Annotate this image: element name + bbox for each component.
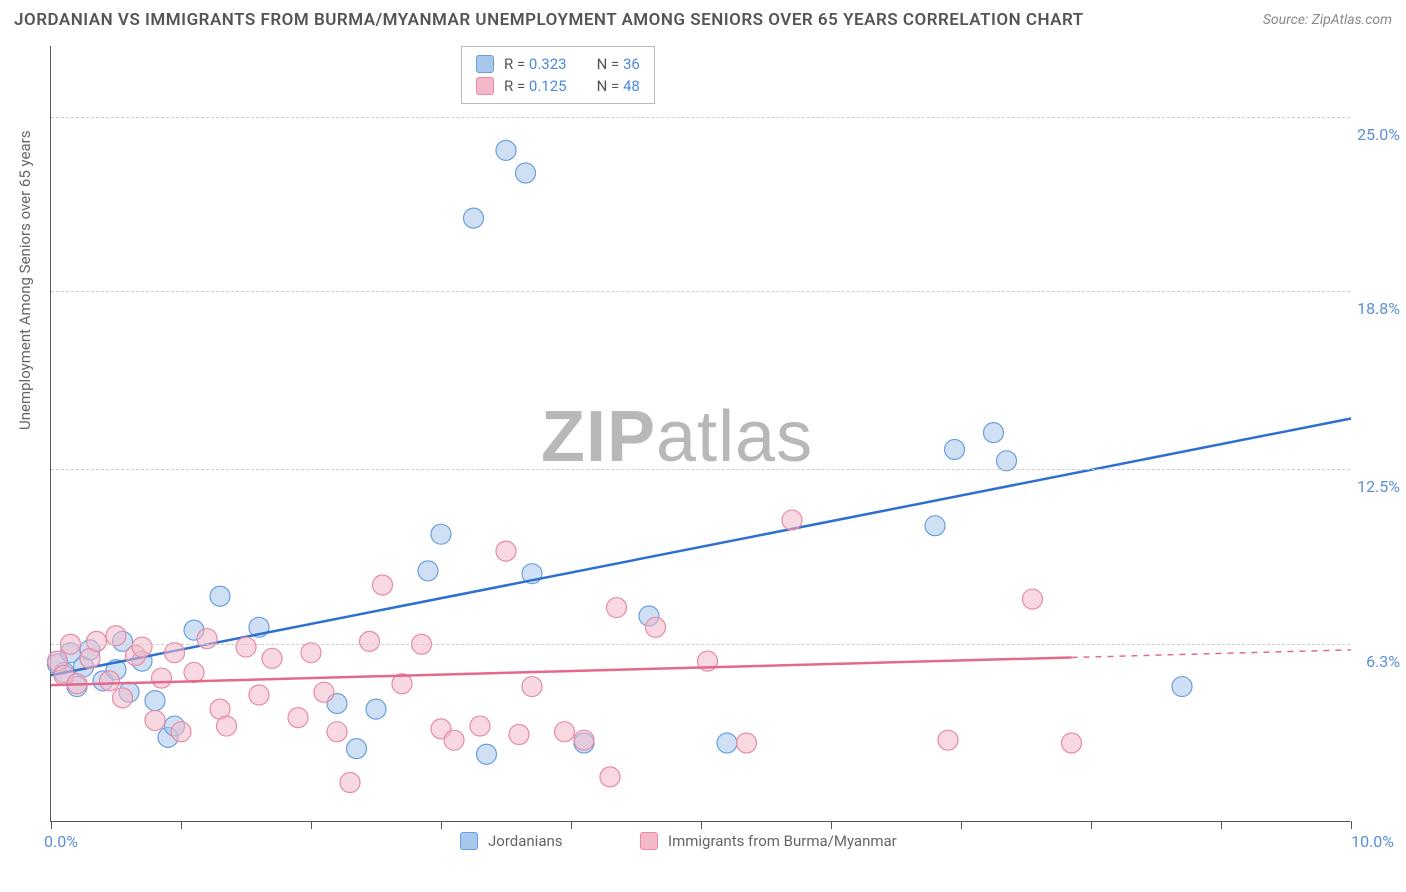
legend-row-jordanians: R = 0.323 N = 36 [476,53,640,75]
data-point [171,722,191,742]
data-point [347,739,367,759]
data-point [152,668,172,688]
r-value-jordanians: 0.323 [529,55,567,73]
data-point [87,631,107,651]
legend-row-burma: R = 0.125 N = 48 [476,75,640,97]
source-attribution: Source: ZipAtlas.com [1263,12,1392,28]
data-point [782,510,802,530]
data-point [1062,733,1082,753]
data-point [555,722,575,742]
data-point [1172,677,1192,697]
gridline [51,117,1350,118]
gridline [51,469,1350,470]
n-label: N = 36 [597,55,640,73]
data-point [132,637,152,657]
data-point [366,699,386,719]
data-point [925,516,945,536]
data-point [210,586,230,606]
y-tick-label: 6.3% [1366,652,1400,671]
data-point [340,772,360,792]
trend-line-dashed [1072,650,1352,658]
data-point [373,575,393,595]
swatch-burma [476,77,494,95]
data-point [997,451,1017,471]
r-label: R = 0.125 [504,77,567,95]
y-axis-label: Unemployment Among Seniors over 65 years [16,131,34,430]
x-tick [701,821,702,829]
x-axis-end-label: 10.0% [1351,832,1394,851]
data-point [236,637,256,657]
data-point [314,682,334,702]
data-point [444,730,464,750]
data-point [717,733,737,753]
gridline [51,291,1350,292]
legend-jordanians-label: Jordanians [488,832,563,850]
plot-area: ZIPatlas R = 0.323 N = 36 R = 0.125 N = … [50,46,1350,822]
data-point [113,688,133,708]
chart-title: JORDANIAN VS IMMIGRANTS FROM BURMA/MYANM… [14,10,1084,30]
x-axis-start-label: 0.0% [44,832,78,851]
x-tick [831,821,832,829]
data-point [165,643,185,663]
y-tick-label: 12.5% [1357,477,1400,496]
correlation-legend: R = 0.323 N = 36 R = 0.125 N = 48 [461,46,655,104]
data-point [145,710,165,730]
data-point [477,744,497,764]
x-tick [441,821,442,829]
n-value-jordanians: 36 [623,55,640,73]
r-label: R = 0.323 [504,55,567,73]
x-tick [181,821,182,829]
data-point [945,440,965,460]
data-point [249,685,269,705]
data-point [301,643,321,663]
data-point [184,662,204,682]
data-point [737,733,757,753]
data-point [938,730,958,750]
data-point [360,631,380,651]
data-point [470,716,490,736]
y-tick-label: 25.0% [1357,125,1400,144]
data-point [464,208,484,228]
n-label: N = 48 [597,77,640,95]
data-point [646,617,666,637]
data-point [1023,589,1043,609]
x-tick [51,821,52,829]
x-tick [1221,821,1222,829]
x-tick [961,821,962,829]
data-point [496,140,516,160]
data-point [522,677,542,697]
data-point [607,598,627,618]
data-point [327,722,347,742]
data-point [262,648,282,668]
data-point [574,730,594,750]
gridline [51,644,1350,645]
x-tick [1091,821,1092,829]
data-point [145,691,165,711]
x-tick [1351,821,1352,829]
legend-burma: Immigrants from Burma/Myanmar [640,832,897,850]
data-point [600,767,620,787]
data-point [431,524,451,544]
legend-burma-label: Immigrants from Burma/Myanmar [668,832,897,850]
data-point [516,163,536,183]
data-point [288,708,308,728]
r-value-burma: 0.125 [529,77,567,95]
data-point [217,716,237,736]
legend-jordanians: Jordanians [460,832,563,850]
data-point [509,725,529,745]
swatch-jordanians [476,55,494,73]
x-tick [571,821,572,829]
x-tick [311,821,312,829]
data-point [106,626,126,646]
y-tick-label: 18.8% [1357,299,1400,318]
data-point [197,629,217,649]
data-point [418,561,438,581]
data-point [100,671,120,691]
scatter-svg [51,46,1351,822]
data-point [984,423,1004,443]
data-point [496,541,516,561]
swatch-burma-bottom [640,832,658,850]
n-value-burma: 48 [623,77,640,95]
swatch-jordanians-bottom [460,832,478,850]
